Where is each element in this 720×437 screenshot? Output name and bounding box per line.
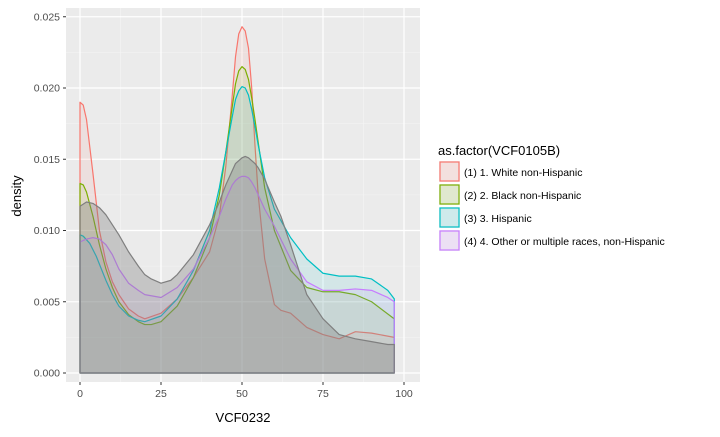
legend-key [439,184,460,205]
legend: as.factor(VCF0105B) (1) 1. White non-His… [438,143,665,251]
x-axis-label: VCF0232 [216,410,271,425]
legend-key [439,230,460,251]
y-tick-label: 0.015 [34,154,60,166]
x-tick-label: 25 [155,388,167,400]
x-tick-label: 75 [317,388,329,400]
x-axis: 0 25 50 75 100 [77,382,413,400]
legend-label: (1) 1. White non-Hispanic [464,167,582,179]
x-tick-label: 50 [236,388,248,400]
legend-label: (4) 4. Other or multiple races, non-Hisp… [464,236,665,248]
legend-key [439,161,460,182]
density-area-2 [79,66,395,374]
legend-key-bg [439,207,460,228]
legend-label: (2) 2. Black non-Hispanic [464,190,581,202]
legend-items: (1) 1. White non-Hispanic (2) 2. Black no… [439,161,665,251]
x-tick-label: 100 [395,388,413,400]
y-tick-label: 0.020 [34,83,60,95]
y-tick-label: 0.025 [34,11,60,23]
grid-minor [66,8,420,382]
legend-key [439,207,460,228]
density-area-1 [79,26,395,374]
legend-key-bg [439,184,460,205]
series-layer [79,26,395,374]
legend-key-bg [439,230,460,251]
density-area-4 [79,175,395,374]
y-tick-label: 0.010 [34,225,60,237]
y-axis-label: density [9,175,24,217]
legend-title: as.factor(VCF0105B) [438,143,560,158]
y-tick-label: 0.000 [34,368,60,380]
y-tick-label: 0.005 [34,296,60,308]
density-area-3 [79,85,395,374]
x-tick-label: 0 [77,388,83,400]
legend-key-bg [439,161,460,182]
y-axis: 0.000 0.005 0.010 0.015 0.020 0.025 [34,11,66,380]
legend-label: (3) 3. Hispanic [464,213,532,225]
density-area-5 [79,155,395,374]
